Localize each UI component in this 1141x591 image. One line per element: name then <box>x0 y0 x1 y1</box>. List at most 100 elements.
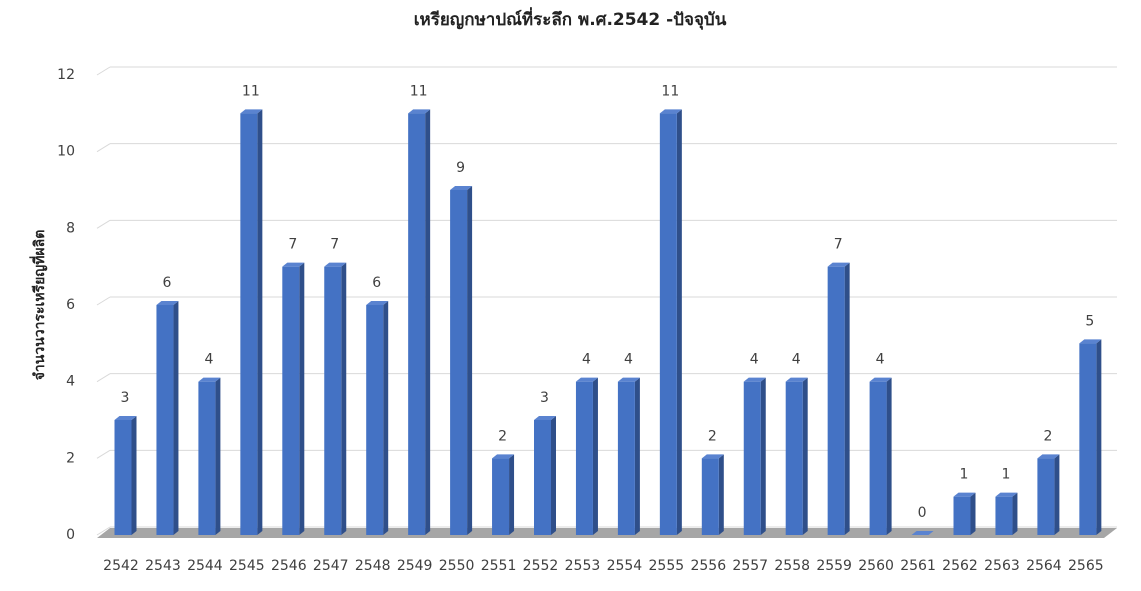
bar <box>1037 454 1060 535</box>
data-label: 2 <box>1043 428 1052 444</box>
bar <box>575 377 598 535</box>
x-tick-label: 2546 <box>271 558 307 574</box>
data-label: 6 <box>372 275 381 291</box>
grid-segment <box>96 219 111 229</box>
bar-side <box>425 109 431 535</box>
y-tick-label: 6 <box>66 297 75 313</box>
bar <box>911 531 934 535</box>
y-tick-label: 4 <box>66 374 75 390</box>
bar-top <box>198 377 221 382</box>
bar-side <box>802 377 808 535</box>
y-tick-label: 2 <box>66 450 75 466</box>
bar-side <box>970 492 976 535</box>
bar-top <box>408 109 431 114</box>
bar-top <box>114 416 137 420</box>
bar <box>869 377 892 535</box>
bar-top <box>953 492 976 497</box>
bar <box>659 109 682 535</box>
data-label: 1 <box>960 467 969 483</box>
bar-front <box>408 113 426 535</box>
x-tick-label: 2563 <box>984 558 1020 574</box>
data-label: 11 <box>410 83 428 99</box>
bar-front <box>1079 343 1097 535</box>
bar-top <box>534 416 556 420</box>
bar-side <box>509 454 515 535</box>
bar <box>408 109 431 535</box>
data-label: 4 <box>750 352 759 368</box>
bar-top <box>995 492 1018 497</box>
bar-front <box>953 496 971 535</box>
data-label: 4 <box>204 352 213 368</box>
bar <box>366 301 389 535</box>
bar <box>492 454 515 535</box>
bar-top <box>240 109 263 114</box>
bar <box>450 186 473 535</box>
bar-top <box>617 377 640 382</box>
bar-top <box>156 301 179 305</box>
bar <box>785 377 808 535</box>
bar-front <box>869 381 887 535</box>
bar <box>743 377 766 535</box>
bar <box>198 377 221 535</box>
bar-side <box>257 109 263 535</box>
bar-top <box>827 262 850 267</box>
bar <box>282 262 305 535</box>
bar-top <box>701 454 724 459</box>
grid-segment <box>96 143 111 153</box>
data-label: 7 <box>834 237 843 253</box>
grid-segment <box>96 296 111 306</box>
bar-front <box>324 266 342 535</box>
x-tick-label: 2542 <box>103 558 139 574</box>
bar-top <box>1037 454 1060 459</box>
x-tick-label: 2555 <box>649 558 685 574</box>
bar-top <box>1079 339 1102 344</box>
bar <box>114 416 137 535</box>
x-tick-label: 2547 <box>313 558 349 574</box>
grid-line <box>96 449 1117 459</box>
x-tick-label: 2554 <box>607 558 643 574</box>
bar-side <box>215 377 221 535</box>
bar-front <box>827 266 845 535</box>
grid-line <box>96 143 1117 153</box>
chart-title: เหรียญกษาปณ์ที่ระลึก พ.ศ.2542 -ปัจจุบัน <box>414 7 727 30</box>
x-tick-label: 2544 <box>187 558 223 574</box>
bar-top <box>324 262 347 267</box>
y-tick-label: 8 <box>66 220 75 236</box>
x-tick-label: 2564 <box>1026 558 1062 574</box>
bar-front <box>282 266 300 535</box>
bar-side <box>131 416 137 535</box>
data-label: 7 <box>330 237 339 253</box>
bar-side <box>760 377 766 535</box>
grid-segment <box>96 526 111 536</box>
bar-top <box>575 377 598 382</box>
bar <box>953 492 976 535</box>
bar <box>324 262 347 535</box>
bar-front <box>240 113 258 535</box>
bar-top <box>911 531 934 535</box>
floor <box>97 528 1117 538</box>
grid-line <box>96 373 1117 383</box>
data-label: 9 <box>456 160 465 176</box>
data-label: 3 <box>121 390 130 406</box>
bar <box>156 301 179 535</box>
bar-top <box>869 377 892 382</box>
data-label: 6 <box>162 275 171 291</box>
bar-front <box>575 381 593 535</box>
bar-top <box>785 377 808 382</box>
x-tick-label: 2551 <box>481 558 517 574</box>
data-label: 4 <box>792 352 801 368</box>
bar-front <box>156 305 174 535</box>
grid-line <box>96 526 1117 536</box>
bar-front <box>198 381 216 535</box>
x-tick-label: 2548 <box>355 558 391 574</box>
bar-side <box>1054 454 1060 535</box>
data-label: 2 <box>498 428 507 444</box>
bar-top <box>743 377 766 382</box>
x-tick-label: 2559 <box>816 558 852 574</box>
bar-top <box>450 186 473 190</box>
bar-side <box>676 109 682 535</box>
bar-top <box>659 109 682 114</box>
bar-side <box>551 416 556 535</box>
bar-top <box>492 454 515 459</box>
